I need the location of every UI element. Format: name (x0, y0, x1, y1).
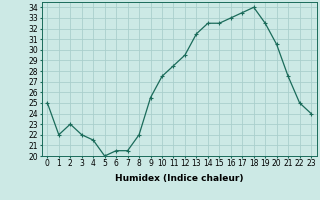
X-axis label: Humidex (Indice chaleur): Humidex (Indice chaleur) (115, 174, 244, 183)
